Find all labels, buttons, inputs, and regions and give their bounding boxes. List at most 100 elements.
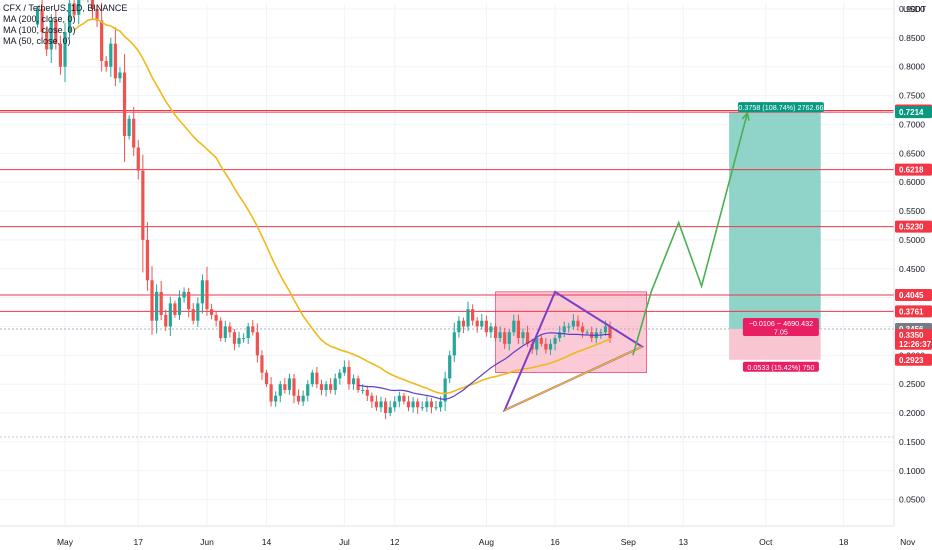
candle-body xyxy=(301,395,305,402)
candle-body xyxy=(274,395,278,402)
candle-body xyxy=(420,407,424,409)
price-tick-label: 0.2500 xyxy=(899,379,925,389)
candle-body xyxy=(251,326,255,333)
candle-body xyxy=(576,320,580,327)
candle-body xyxy=(306,384,310,396)
candle-body xyxy=(122,72,127,137)
candle-body xyxy=(466,309,470,327)
candle-body xyxy=(461,320,466,327)
candlestick-series xyxy=(35,0,612,420)
date-tick-label: Jul xyxy=(339,537,350,547)
candle-body xyxy=(100,20,104,61)
center-label-line2: 7.05 xyxy=(774,328,788,337)
candle-body xyxy=(310,372,314,385)
legend-ma200[interactable]: MA (200, close, 0) xyxy=(3,14,76,24)
candle-body xyxy=(109,43,113,67)
candle-body xyxy=(269,384,273,402)
candle-body xyxy=(223,326,227,339)
triangle-pattern xyxy=(502,290,645,413)
candle-body xyxy=(49,20,53,50)
price-badge xyxy=(895,337,932,350)
candle-body xyxy=(246,326,250,339)
candle-body xyxy=(388,407,392,414)
triangle-support xyxy=(504,346,643,411)
candle-body xyxy=(113,43,117,79)
candle-body xyxy=(489,326,493,333)
date-tick-label: 17 xyxy=(134,537,144,547)
price-tick-label: 0.7000 xyxy=(899,119,925,129)
candle-body xyxy=(296,395,301,402)
candle-body xyxy=(191,309,195,321)
candle-body xyxy=(608,326,612,339)
candle-body xyxy=(448,355,452,379)
candle-body xyxy=(438,401,443,408)
candle-body xyxy=(452,332,456,356)
price-badge xyxy=(895,353,932,366)
candle-body xyxy=(443,378,447,402)
candle-body xyxy=(118,72,122,79)
candle-body xyxy=(374,401,379,408)
legend-ma100[interactable]: MA (100, close, 0) xyxy=(3,25,76,35)
date-tick-label: Sep xyxy=(621,537,636,547)
candle-body xyxy=(150,280,154,321)
candle-body xyxy=(136,147,140,171)
price-axis[interactable]: 0.9000 0.8500 0.8000 0.7500 0.7000 0.6500 0.60… xyxy=(893,0,932,550)
date-tick-label: May xyxy=(57,537,74,547)
candle-body xyxy=(384,401,388,414)
candle-body xyxy=(232,332,237,344)
price-tick-label: 0.5500 xyxy=(899,206,925,216)
price-tick-label: 0.6500 xyxy=(899,148,925,158)
candle-body xyxy=(315,372,319,385)
ma-line-purple xyxy=(357,332,611,401)
candle-body xyxy=(338,372,342,379)
candle-body xyxy=(475,320,479,327)
date-tick-label: 12 xyxy=(390,537,400,547)
candle-body xyxy=(58,43,63,67)
candle-body xyxy=(535,338,539,350)
candle-body xyxy=(292,378,296,396)
chart-legend: CFX / TetherUS, 1D, BINANCE MA (200, clo… xyxy=(3,3,127,47)
date-tick-label: 18 xyxy=(839,537,849,547)
candle-body xyxy=(260,355,264,373)
candle-body xyxy=(471,309,475,321)
price-badge-label: 0.7214 xyxy=(899,108,924,117)
candle-body xyxy=(416,401,420,408)
price-badge xyxy=(895,220,932,233)
candle-body xyxy=(503,332,507,344)
range-rectangle xyxy=(495,291,647,373)
price-badge-label: 0.4045 xyxy=(899,291,924,300)
price-tick-label: 0.7500 xyxy=(899,91,925,101)
candle-body xyxy=(397,395,401,402)
candle-body xyxy=(356,378,360,390)
candle-body xyxy=(209,309,214,315)
projection-path xyxy=(632,111,750,356)
candle-body xyxy=(525,332,530,344)
candle-body xyxy=(278,384,282,396)
candle-body xyxy=(599,332,603,334)
price-badge-label: 0.5230 xyxy=(899,223,924,232)
candle-body xyxy=(493,326,498,339)
price-badge-label: 12:26:37 xyxy=(899,340,932,349)
price-badge-label: 0.3350 xyxy=(899,331,924,340)
candle-body xyxy=(411,401,415,408)
center-label: −0.0106 ~ 4690.432 xyxy=(749,319,813,328)
candle-body xyxy=(90,0,95,10)
candle-body xyxy=(571,320,575,327)
date-tick-label: 14 xyxy=(262,537,272,547)
time-axis[interactable]: May 17 Jun 14 Jul 12 Aug 16 Sep 13 Oct 18 Nov xyxy=(0,525,932,550)
price-badge-label: 0.3761 xyxy=(899,307,924,316)
price-tick-label: 0.8000 xyxy=(899,62,925,72)
price-tick-label: 0.6000 xyxy=(899,177,925,187)
projection-arrowhead xyxy=(741,111,750,121)
price-tick-label: 0.1000 xyxy=(899,466,925,476)
date-tick-label: 13 xyxy=(679,537,689,547)
price-tick-label: 0.2000 xyxy=(899,408,925,418)
candle-body xyxy=(342,366,346,373)
price-tick-label: 0.5000 xyxy=(899,235,925,245)
candle-body xyxy=(544,343,548,350)
price-badge-label: 0.6218 xyxy=(899,166,924,175)
candle-body xyxy=(164,314,168,327)
legend-ma50[interactable]: MA (50, close, 0) xyxy=(3,36,71,46)
candle-body xyxy=(145,239,150,281)
